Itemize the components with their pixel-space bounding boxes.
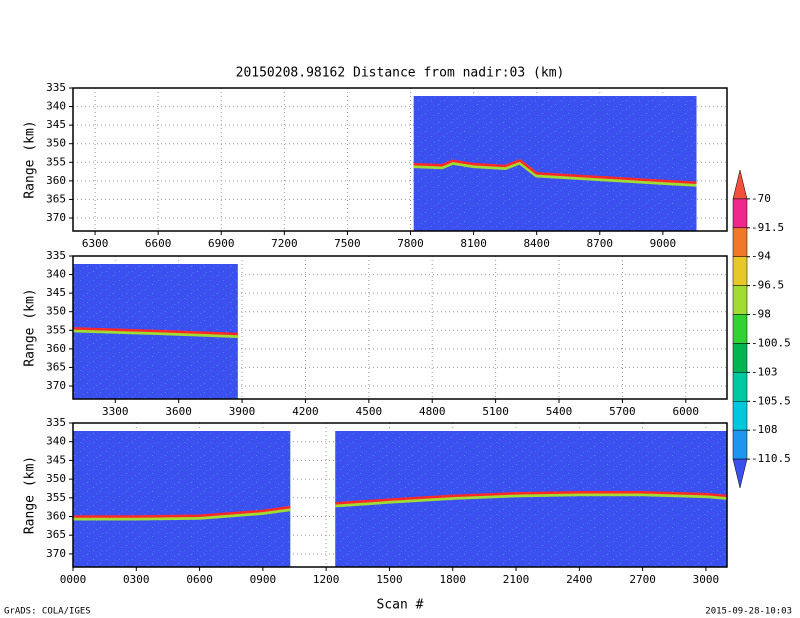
colorbar-label: -91.5 — [751, 221, 784, 234]
x-tick-label: 8100 — [460, 237, 487, 250]
colorbar-label: -103 — [751, 365, 778, 378]
colorbar-box — [732, 198, 748, 229]
y-tick-label: 355 — [46, 155, 66, 168]
y-axis-label: Range (km) — [23, 456, 38, 534]
x-tick-label: 5700 — [609, 405, 636, 418]
colorbar-box — [732, 429, 748, 460]
x-tick-label: 3900 — [229, 405, 256, 418]
x-tick-label: 7500 — [334, 237, 361, 250]
x-tick-label: 0000 — [60, 573, 87, 586]
x-tick-label: 1500 — [376, 573, 403, 586]
surface-line — [73, 490, 728, 518]
x-tick-label: 8400 — [523, 237, 550, 250]
x-tick-label: 1800 — [439, 573, 466, 586]
x-tick-label: 2100 — [503, 573, 530, 586]
surface-line — [72, 327, 238, 336]
x-tick-label: 4500 — [356, 405, 383, 418]
y-tick-label: 340 — [46, 100, 66, 113]
colorbar-cap — [732, 169, 748, 200]
plot-frame — [72, 87, 728, 232]
x-tick-label: 8700 — [587, 237, 614, 250]
x-tick-label: 9000 — [650, 237, 677, 250]
y-tick-label: 365 — [46, 192, 66, 205]
y-tick-label: 335 — [46, 81, 66, 94]
y-tick-label: 345 — [46, 453, 66, 466]
x-axis-label: Scan # — [377, 598, 424, 613]
colorbar-label: -108 — [751, 423, 778, 436]
colorbar-box — [732, 401, 748, 431]
footer-right: 2015-09-28-10:03 — [705, 607, 792, 617]
x-tick-label: 6600 — [145, 237, 172, 250]
y-tick-label: 355 — [46, 323, 66, 336]
x-tick-label: 6000 — [673, 405, 700, 418]
y-tick-label: 370 — [46, 547, 66, 560]
x-tick-label: 5400 — [546, 405, 573, 418]
y-tick-label: 340 — [46, 435, 66, 448]
colorbar-label: -94 — [751, 250, 771, 263]
y-tick-label: 340 — [46, 268, 66, 281]
x-tick-label: 0300 — [123, 573, 150, 586]
y-tick-label: 360 — [46, 174, 66, 187]
colorbar-label: -110.5 — [751, 452, 791, 465]
x-tick-label: 6900 — [208, 237, 235, 250]
y-axis-label: Range (km) — [23, 288, 38, 366]
y-tick-label: 350 — [46, 472, 66, 485]
colorbar-box — [732, 256, 748, 286]
colorbar-box — [732, 285, 748, 315]
swath-noise — [73, 431, 291, 567]
surface-glow — [73, 491, 728, 521]
surface-line — [413, 159, 697, 184]
x-tick-label: 0900 — [250, 573, 277, 586]
colorbar-label: -96.5 — [751, 279, 784, 292]
surface-glow — [72, 327, 238, 338]
colorbar-box — [732, 314, 748, 344]
x-tick-label: 3000 — [693, 573, 720, 586]
y-tick-label: 360 — [46, 342, 66, 355]
x-tick-label: 0600 — [186, 573, 213, 586]
footer-left: GrADS: COLA/IGES — [4, 607, 91, 617]
x-tick-label: 7800 — [397, 237, 424, 250]
x-tick-label: 2400 — [566, 573, 593, 586]
y-tick-label: 360 — [46, 510, 66, 523]
x-tick-label: 7200 — [271, 237, 298, 250]
surface-glow — [413, 159, 697, 187]
colorbar-label: -98 — [751, 308, 771, 321]
y-tick-label: 335 — [46, 416, 66, 429]
colorbar-label: -105.5 — [751, 394, 791, 407]
colorbar-label: -100.5 — [751, 336, 791, 349]
x-tick-label: 1200 — [313, 573, 340, 586]
y-tick-label: 370 — [46, 211, 66, 224]
chart-title: 20150208.98162 Distance from nadir:03 (k… — [236, 66, 565, 81]
y-tick-label: 350 — [46, 137, 66, 150]
x-tick-label: 2700 — [629, 573, 656, 586]
colorbar-box — [732, 227, 748, 257]
plot-frame — [72, 422, 728, 568]
y-axis-label: Range (km) — [23, 120, 38, 198]
y-tick-label: 345 — [46, 286, 66, 299]
y-tick-label: 365 — [46, 528, 66, 541]
colorbar-box — [732, 343, 748, 373]
x-tick-label: 3600 — [165, 405, 192, 418]
x-tick-label: 4200 — [292, 405, 319, 418]
y-tick-label: 365 — [46, 360, 66, 373]
y-tick-label: 350 — [46, 305, 66, 318]
plot-frame — [72, 255, 728, 400]
x-tick-label: 6300 — [82, 237, 109, 250]
x-tick-label: 3300 — [102, 405, 129, 418]
x-tick-label: 5100 — [482, 405, 509, 418]
colorbar-label: -70 — [751, 192, 771, 205]
y-tick-label: 370 — [46, 379, 66, 392]
colorbar-cap — [732, 458, 748, 489]
x-tick-label: 4800 — [419, 405, 446, 418]
y-tick-label: 355 — [46, 491, 66, 504]
colorbar-box — [732, 372, 748, 402]
y-tick-label: 335 — [46, 249, 66, 262]
y-tick-label: 345 — [46, 118, 66, 131]
